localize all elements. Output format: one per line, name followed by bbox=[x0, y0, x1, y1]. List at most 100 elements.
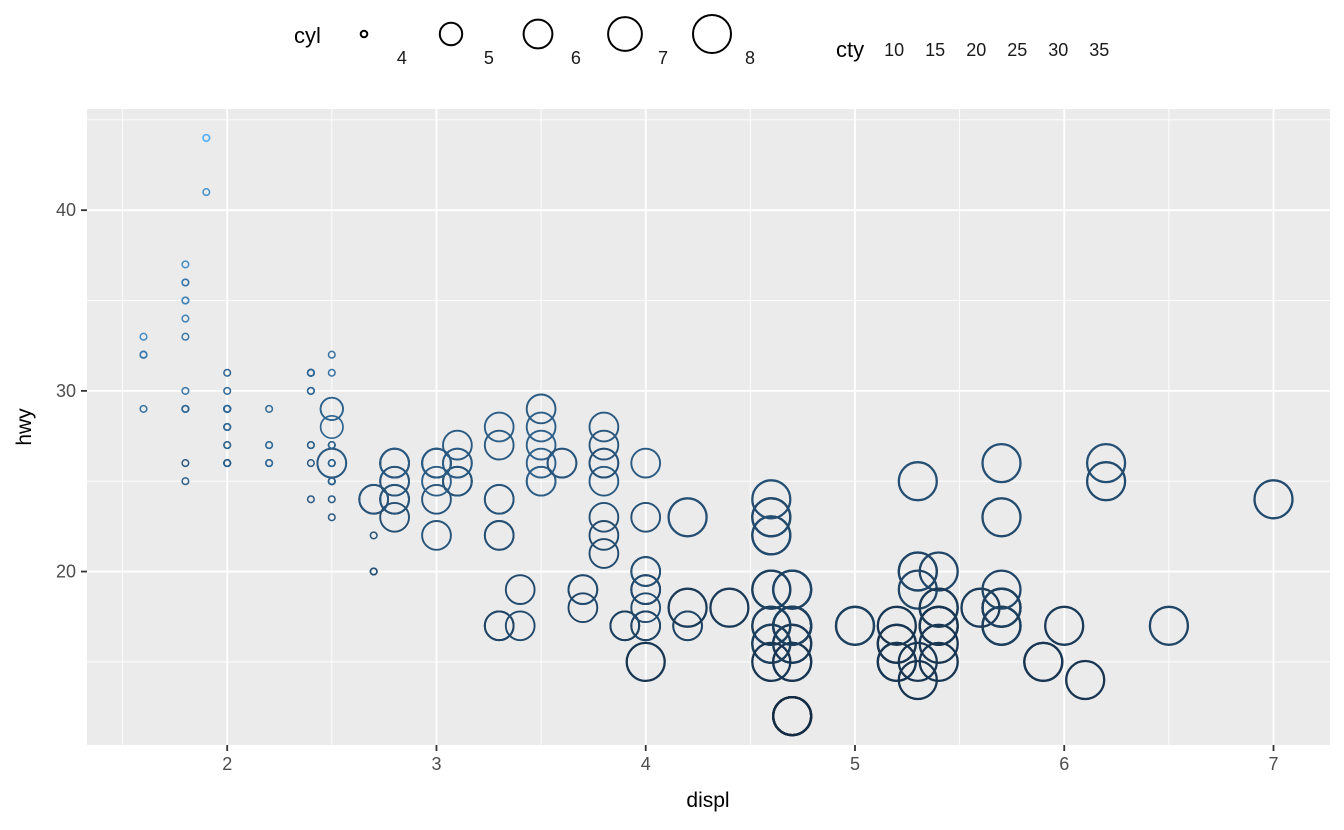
data-point bbox=[751, 569, 792, 610]
data-point bbox=[876, 641, 917, 683]
legend-cty: cty 10 15 20 25 30 35 bbox=[836, 30, 1130, 70]
data-point bbox=[588, 429, 620, 461]
x-tick-label: 2 bbox=[222, 754, 232, 774]
data-point bbox=[709, 587, 750, 628]
data-point bbox=[483, 411, 515, 443]
data-point bbox=[181, 404, 190, 413]
cty-key-label: 25 bbox=[1007, 39, 1028, 60]
data-point bbox=[525, 411, 557, 443]
data-point bbox=[772, 605, 813, 646]
data-point bbox=[306, 386, 315, 395]
data-point bbox=[306, 495, 315, 504]
data-point bbox=[265, 404, 274, 413]
data-point bbox=[525, 465, 557, 497]
cty-key-label: 10 bbox=[884, 39, 905, 60]
data-point bbox=[223, 422, 232, 432]
data-point bbox=[327, 495, 336, 504]
data-point bbox=[981, 587, 1022, 628]
data-point bbox=[181, 459, 190, 468]
data-point bbox=[772, 641, 813, 683]
data-point bbox=[442, 465, 473, 497]
x-axis-title: displ bbox=[686, 789, 729, 812]
data-point bbox=[588, 411, 620, 443]
y-axis-title: hwy bbox=[13, 408, 36, 446]
y-tick-label: 40 bbox=[56, 200, 76, 220]
data-point bbox=[981, 442, 1022, 484]
data-point bbox=[379, 483, 410, 515]
axis-layer: 2 3 4 5 6 7 20 30 40 bbox=[56, 200, 1279, 774]
data-point bbox=[876, 623, 917, 664]
data-point bbox=[525, 393, 557, 425]
cyl-size-key-icon bbox=[522, 18, 554, 49]
data-point bbox=[918, 587, 959, 628]
data-point bbox=[223, 459, 232, 468]
data-point bbox=[421, 447, 452, 479]
data-point bbox=[327, 459, 336, 468]
cyl-key-circle bbox=[691, 13, 732, 54]
data-point bbox=[918, 623, 959, 664]
data-point bbox=[369, 567, 378, 576]
data-point bbox=[588, 465, 620, 497]
data-point bbox=[223, 404, 232, 413]
data-point bbox=[525, 447, 557, 479]
cyl-key-label: 7 bbox=[657, 47, 668, 68]
data-point bbox=[567, 592, 599, 624]
data-point bbox=[139, 404, 148, 413]
data-point bbox=[421, 483, 452, 515]
data-point bbox=[588, 520, 620, 551]
data-point bbox=[327, 368, 336, 377]
data-point bbox=[630, 574, 662, 605]
data-point bbox=[981, 497, 1022, 538]
data-point bbox=[504, 610, 536, 642]
data-point bbox=[223, 441, 232, 450]
data-point bbox=[379, 465, 410, 497]
data-point bbox=[1148, 605, 1190, 646]
data-point bbox=[588, 501, 620, 533]
data-point bbox=[442, 429, 473, 461]
data-point bbox=[897, 461, 938, 502]
data-point bbox=[1023, 641, 1064, 683]
data-point bbox=[319, 414, 344, 440]
data-point bbox=[630, 501, 662, 533]
data-point bbox=[546, 447, 578, 479]
cyl-key-circle bbox=[438, 21, 464, 46]
data-point bbox=[358, 483, 390, 515]
data-point bbox=[181, 314, 190, 323]
data-point bbox=[751, 515, 792, 556]
data-point bbox=[265, 441, 274, 450]
data-point bbox=[319, 396, 344, 421]
data-point bbox=[306, 459, 315, 468]
data-point bbox=[421, 520, 452, 551]
data-point bbox=[202, 188, 211, 197]
y-tick-label: 20 bbox=[56, 562, 76, 582]
data-point bbox=[834, 605, 876, 646]
data-point bbox=[442, 447, 473, 479]
data-point bbox=[327, 477, 336, 486]
data-point bbox=[1085, 461, 1127, 502]
data-point bbox=[181, 278, 190, 287]
data-point bbox=[751, 479, 792, 520]
data-point bbox=[630, 556, 662, 587]
data-point bbox=[772, 695, 813, 737]
cyl-key-label: 4 bbox=[396, 47, 407, 68]
cyl-key-label: 6 bbox=[570, 47, 581, 68]
data-point bbox=[772, 569, 813, 610]
data-point bbox=[876, 605, 917, 646]
data-point bbox=[223, 386, 232, 395]
data-point bbox=[588, 447, 620, 479]
cyl-key-label: 8 bbox=[744, 47, 755, 68]
legend-cyl-keys: 4 5 6 7 8 bbox=[341, 4, 776, 69]
cyl-key-circle bbox=[522, 18, 554, 49]
legend-cyl: cyl 4 5 6 7 8 bbox=[294, 4, 776, 68]
data-point bbox=[504, 574, 536, 605]
y-tick-label: 30 bbox=[56, 381, 76, 401]
data-point bbox=[751, 641, 792, 683]
data-point bbox=[327, 350, 336, 359]
data-point bbox=[379, 501, 410, 533]
data-point bbox=[181, 296, 190, 305]
x-tick-label: 6 bbox=[1059, 754, 1069, 774]
data-point bbox=[667, 587, 708, 628]
data-point bbox=[751, 605, 792, 646]
